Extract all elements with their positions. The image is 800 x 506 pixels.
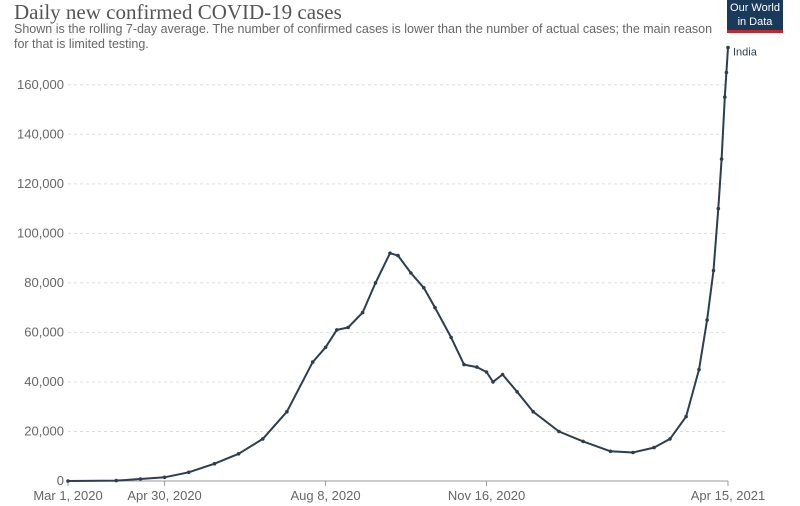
y-tick-label: 100,000 (17, 225, 64, 240)
x-tick-label: Apr 30, 2020 (127, 488, 201, 503)
y-tick-label: 120,000 (17, 176, 64, 191)
data-point (723, 95, 727, 99)
data-point (697, 367, 701, 372)
data-point (515, 390, 519, 394)
chart-subtitle: Shown is the rolling 7-day average. The … (14, 22, 713, 51)
data-point (724, 70, 729, 75)
y-tick-label: 80,000 (24, 275, 64, 290)
data-point (162, 475, 167, 480)
data-point (212, 461, 217, 466)
data-point (323, 345, 328, 350)
data-point (422, 286, 426, 290)
data-point (719, 157, 724, 161)
y-tick-label: 0 (57, 473, 64, 488)
data-point (373, 281, 378, 285)
x-tick-label: Aug 8, 2020 (290, 488, 360, 503)
series-label-india: India (733, 47, 758, 59)
logo-line-1: Our World (730, 2, 780, 14)
data-point (581, 439, 585, 444)
data-point (335, 328, 339, 332)
data-point (531, 409, 535, 414)
data-point (396, 253, 400, 258)
data-point (186, 470, 191, 475)
data-point (346, 325, 350, 330)
owid-logo[interactable]: Our World in Data (727, 0, 783, 33)
y-tick-label: 160,000 (17, 77, 64, 92)
data-point (668, 437, 672, 441)
logo-line-2: in Data (737, 16, 773, 28)
y-tick-label: 60,000 (24, 324, 64, 339)
data-point (491, 380, 495, 384)
data-point (462, 362, 466, 367)
data-point (285, 409, 289, 414)
data-point (484, 370, 489, 374)
data-point (261, 437, 265, 441)
data-point (360, 310, 365, 315)
x-tick-label: Mar 1, 2020 (33, 488, 102, 503)
x-tick-label: Nov 16, 2020 (448, 488, 525, 503)
chart-title: Daily new confirmed COVID-19 cases (14, 0, 342, 24)
data-point (433, 305, 437, 310)
data-point (66, 479, 70, 483)
y-tick-label: 20,000 (24, 423, 64, 438)
data-point (557, 429, 561, 434)
data-point (475, 365, 479, 369)
data-point (449, 335, 453, 340)
series-line-india (67, 47, 729, 482)
data-point (310, 360, 315, 364)
x-tick-label: Apr 15, 2021 (691, 488, 765, 503)
y-tick-label: 40,000 (24, 374, 64, 389)
data-point (114, 478, 119, 483)
data-point (726, 45, 730, 50)
y-tick-label: 140,000 (17, 126, 64, 141)
data-point (705, 318, 709, 322)
data-point (711, 268, 716, 273)
data-point (409, 271, 413, 275)
data-point (388, 251, 392, 255)
data-point (138, 477, 143, 481)
data-point (684, 414, 688, 419)
data-point (652, 445, 656, 450)
data-point (236, 452, 241, 456)
data-point (631, 450, 635, 455)
data-point (500, 372, 505, 377)
data-point (608, 449, 613, 454)
data-point (716, 206, 721, 211)
